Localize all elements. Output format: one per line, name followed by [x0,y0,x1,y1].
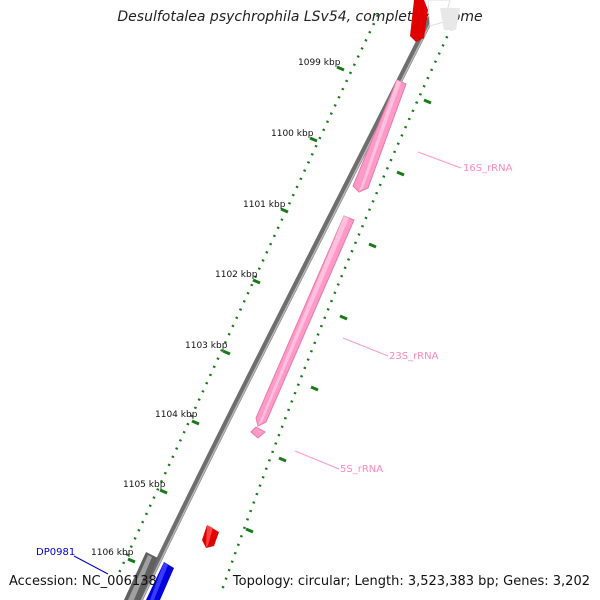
tick-label-1101: 1101 kbp [243,200,286,210]
label-23S-rRNA: 23S_rRNA [389,351,439,362]
feature-23S-rRNA[interactable] [255,215,355,427]
leader-23S-rRNA [342,337,389,357]
label-5S-rRNA: 5S_rRNA [340,464,383,475]
major-ticks-outer [127,65,345,564]
genome-stats-text: Topology: circular; Length: 3,523,383 bp… [232,574,590,589]
feature-16S-rRNA[interactable] [352,79,407,193]
label-16S-rRNA: 16S_rRNA [463,163,513,174]
tick-label-1099: 1099 kbp [298,58,341,68]
feature-cds-top-red[interactable] [410,0,460,42]
accession-text: Accession: NC_006138 [9,574,157,589]
leader-5S-rRNA [294,450,340,470]
feature-cds-gray[interactable] [124,552,158,600]
tick-label-1106: 1106 kbp [91,548,134,558]
tick-label-1100: 1100 kbp [271,129,314,139]
scale-track-outer [116,14,380,576]
tick-label-1103: 1103 kbp [185,341,228,351]
feature-5S-rRNA[interactable] [250,426,266,439]
leader-DP0981 [73,555,109,575]
major-ticks-inner [245,98,432,534]
page-title: Desulfotalea psychrophila LSv54, complet… [117,9,483,25]
scale-track-inner [220,19,457,591]
feature-cds-red[interactable] [202,525,219,548]
tick-label-1102: 1102 kbp [215,270,258,280]
label-DP0981: DP0981 [36,547,75,558]
tick-label-1104: 1104 kbp [155,410,198,420]
leader-16S-rRNA [417,151,462,169]
feature-DP0981[interactable] [146,562,174,600]
tick-label-1105: 1105 kbp [123,480,166,490]
